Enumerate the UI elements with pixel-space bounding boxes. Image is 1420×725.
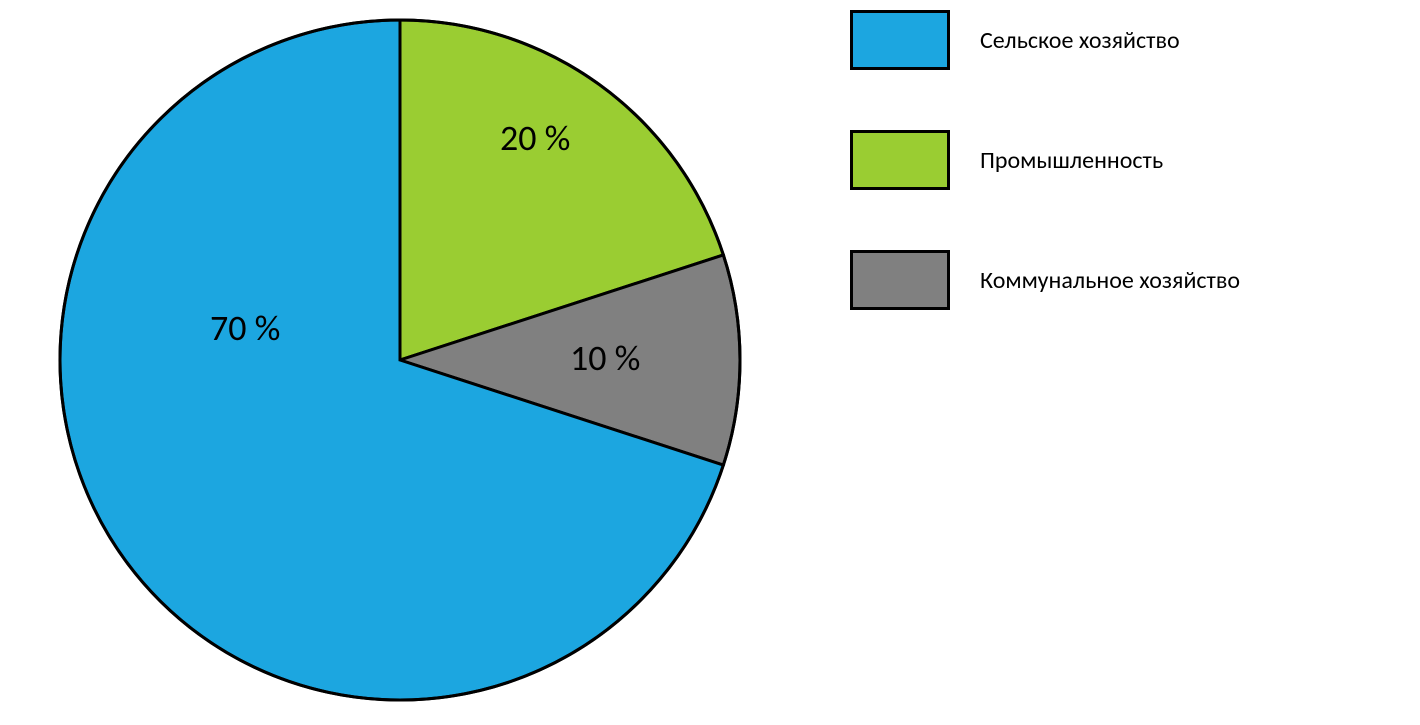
legend-label: Коммунальное хозяйство <box>980 266 1240 295</box>
legend-label: Сельское хозяйство <box>980 26 1180 55</box>
pie-slice-label: 20 % <box>500 116 570 160</box>
legend-item: Коммунальное хозяйство <box>850 250 1240 310</box>
pie-slice-label: 10 % <box>570 336 640 380</box>
legend-swatch <box>850 10 950 70</box>
legend-swatch <box>850 250 950 310</box>
legend-item: Промышленность <box>850 130 1240 190</box>
legend-swatch <box>850 130 950 190</box>
legend: Сельское хозяйство Промышленность Коммун… <box>850 10 1240 370</box>
legend-label: Промышленность <box>980 146 1163 175</box>
pie-slice-label: 70 % <box>210 306 280 350</box>
pie-chart: 20 % 10 % 70 % <box>40 0 760 725</box>
pie-chart-svg: 20 % 10 % 70 % <box>40 0 760 720</box>
legend-item: Сельское хозяйство <box>850 10 1240 70</box>
